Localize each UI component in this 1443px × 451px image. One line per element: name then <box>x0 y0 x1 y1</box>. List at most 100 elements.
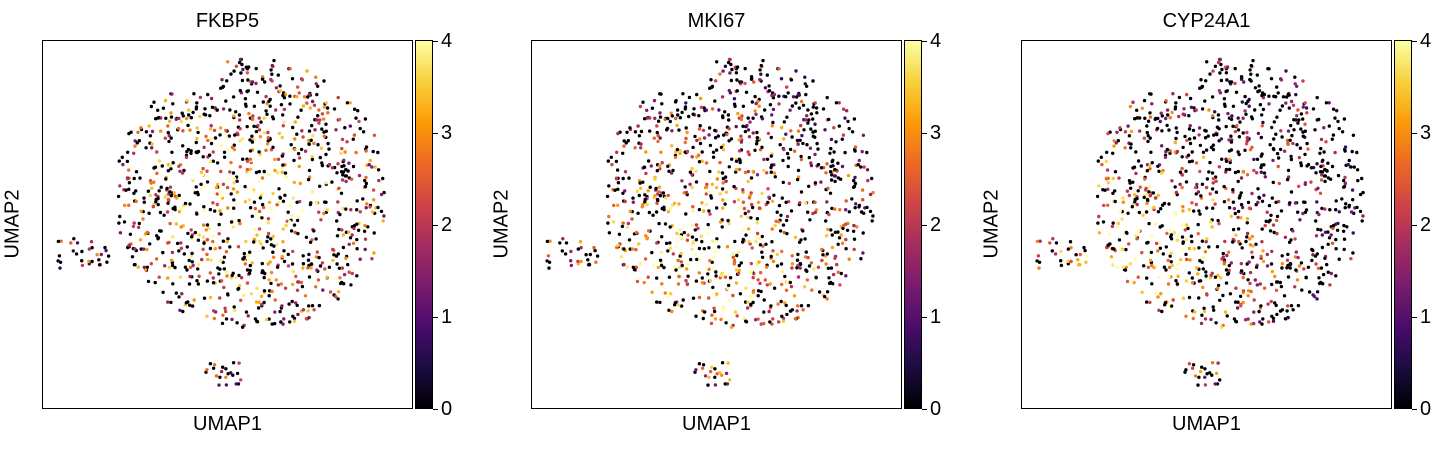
cell-point <box>363 237 368 241</box>
cell-point <box>809 261 814 265</box>
cell-point <box>1162 265 1167 269</box>
cell-point <box>825 200 829 204</box>
cell-point <box>1213 110 1217 114</box>
cell-point <box>796 252 800 257</box>
cell-point <box>720 225 724 229</box>
cell-point <box>1097 214 1101 219</box>
cell-point <box>371 149 375 154</box>
cell-point <box>620 224 625 229</box>
cell-point <box>676 258 680 263</box>
cell-point <box>1147 185 1152 189</box>
cell-point <box>282 249 286 253</box>
cell-point <box>315 268 319 272</box>
cell-point <box>782 147 786 152</box>
cell-point <box>281 322 285 326</box>
cell-point <box>828 151 832 155</box>
cell-point <box>1293 255 1298 259</box>
cell-point <box>775 264 780 268</box>
cell-point <box>656 134 660 138</box>
cell-point <box>718 220 723 224</box>
cell-point <box>788 280 792 285</box>
cell-point <box>807 155 811 160</box>
colorbar <box>1394 40 1412 409</box>
cell-point <box>250 214 254 218</box>
cell-point <box>381 219 385 223</box>
cell-point <box>226 237 230 241</box>
cell-point <box>819 180 823 184</box>
cell-point <box>333 294 338 299</box>
cell-point <box>1265 252 1269 257</box>
cell-point <box>816 147 820 151</box>
cell-point <box>836 270 840 274</box>
cell-point <box>679 304 684 308</box>
cell-point <box>220 194 224 198</box>
cell-point <box>1317 117 1321 122</box>
cell-point <box>173 205 177 209</box>
cell-point <box>721 305 725 309</box>
cell-point <box>232 305 236 309</box>
cell-point <box>245 268 250 272</box>
cell-point <box>592 245 596 250</box>
cell-point <box>719 273 723 278</box>
cell-point <box>639 129 644 134</box>
cell-point <box>230 317 234 322</box>
cell-point <box>208 127 213 131</box>
cell-point <box>1275 85 1279 89</box>
cell-point <box>306 258 311 262</box>
cell-point <box>204 228 208 232</box>
cell-point <box>1174 190 1179 195</box>
cell-point <box>789 284 794 289</box>
cell-point <box>1123 146 1127 150</box>
cell-point <box>1283 317 1288 321</box>
cell-point <box>789 129 793 133</box>
cell-point <box>1215 245 1220 249</box>
cell-point <box>607 184 611 188</box>
cell-point <box>646 275 650 279</box>
cell-point <box>850 197 854 201</box>
cell-point <box>699 234 704 238</box>
cell-point <box>630 217 634 221</box>
cell-point <box>1250 250 1254 254</box>
cell-point <box>784 132 788 136</box>
cell-point <box>1303 152 1307 157</box>
cell-point <box>1201 267 1205 271</box>
cell-point <box>159 185 163 189</box>
cell-point <box>1270 249 1274 254</box>
cell-point <box>1323 256 1327 260</box>
cell-point <box>1213 202 1217 206</box>
cell-point <box>684 212 688 216</box>
cell-point <box>655 201 659 205</box>
cell-point <box>725 132 729 137</box>
cell-point <box>361 130 366 134</box>
colorbar-tick-label: 0 <box>930 398 942 420</box>
cell-point <box>257 215 261 220</box>
cell-point <box>691 205 695 209</box>
cell-point <box>318 264 323 268</box>
cell-point <box>751 169 755 174</box>
cell-point <box>1244 112 1248 117</box>
cell-point <box>149 181 153 185</box>
cell-point <box>1315 95 1319 100</box>
cell-point <box>642 165 647 169</box>
cell-point <box>1311 107 1316 111</box>
cell-point <box>718 72 722 76</box>
cell-point <box>1285 309 1289 313</box>
cell-point <box>675 147 680 152</box>
cell-point <box>734 159 739 163</box>
cell-point <box>754 239 758 244</box>
cell-point <box>1314 171 1318 175</box>
cell-point <box>1146 265 1150 270</box>
cell-point <box>1323 174 1327 178</box>
cell-point <box>1082 245 1086 250</box>
cell-point <box>621 191 625 195</box>
cell-point <box>1236 227 1241 231</box>
cell-point <box>1286 275 1291 279</box>
cell-point <box>1286 92 1290 97</box>
cell-point <box>1326 242 1330 246</box>
cell-point <box>1296 255 1300 260</box>
cell-point <box>231 95 236 99</box>
cell-point <box>324 200 328 204</box>
cell-point <box>1236 215 1240 220</box>
cell-point <box>291 282 295 287</box>
